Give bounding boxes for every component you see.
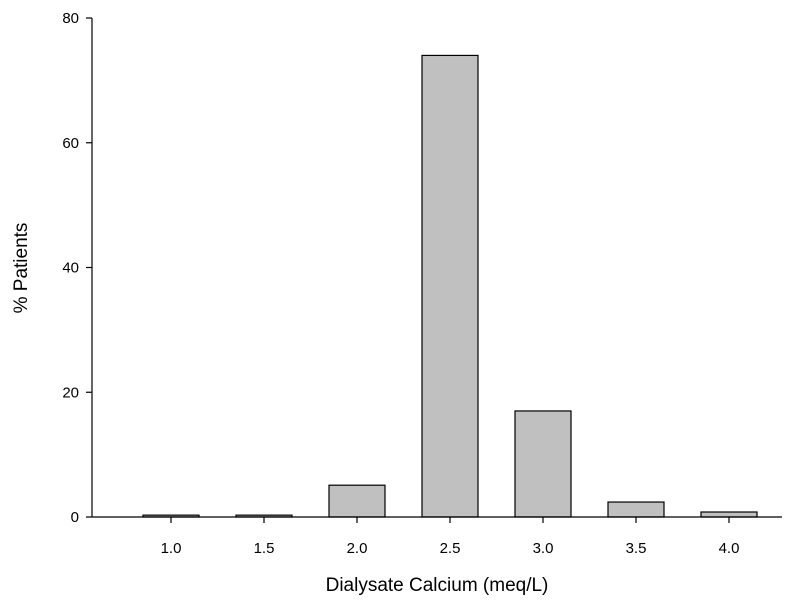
x-axis-ticks: 1.0 1.5 2.0 2.5 3.0 3.5 4.0 xyxy=(161,517,740,557)
y-tick-label: 60 xyxy=(62,135,79,152)
x-tick-label: 1.0 xyxy=(161,540,182,557)
y-axis-title: % Patients xyxy=(11,223,32,314)
x-tick-label: 4.0 xyxy=(719,540,740,557)
bar xyxy=(700,511,758,518)
x-tick-label: 2.0 xyxy=(347,540,368,557)
x-tick-label: 1.5 xyxy=(254,540,275,557)
x-tick-label: 3.5 xyxy=(626,540,647,557)
y-tick-label: 40 xyxy=(62,260,79,277)
x-tick-label: 2.5 xyxy=(440,540,461,557)
bar xyxy=(514,410,572,518)
x-tick-label: 3.0 xyxy=(533,540,554,557)
bar xyxy=(607,501,665,518)
y-tick-label: 0 xyxy=(71,509,79,526)
y-tick-label: 20 xyxy=(62,384,79,401)
y-axis-ticks: 0 20 40 60 80 xyxy=(62,10,92,526)
bar xyxy=(328,484,386,518)
bars xyxy=(142,54,758,518)
bar xyxy=(421,54,479,518)
y-tick-label: 80 xyxy=(62,10,79,27)
x-axis-title: Dialysate Calcium (meq/L) xyxy=(326,575,549,596)
